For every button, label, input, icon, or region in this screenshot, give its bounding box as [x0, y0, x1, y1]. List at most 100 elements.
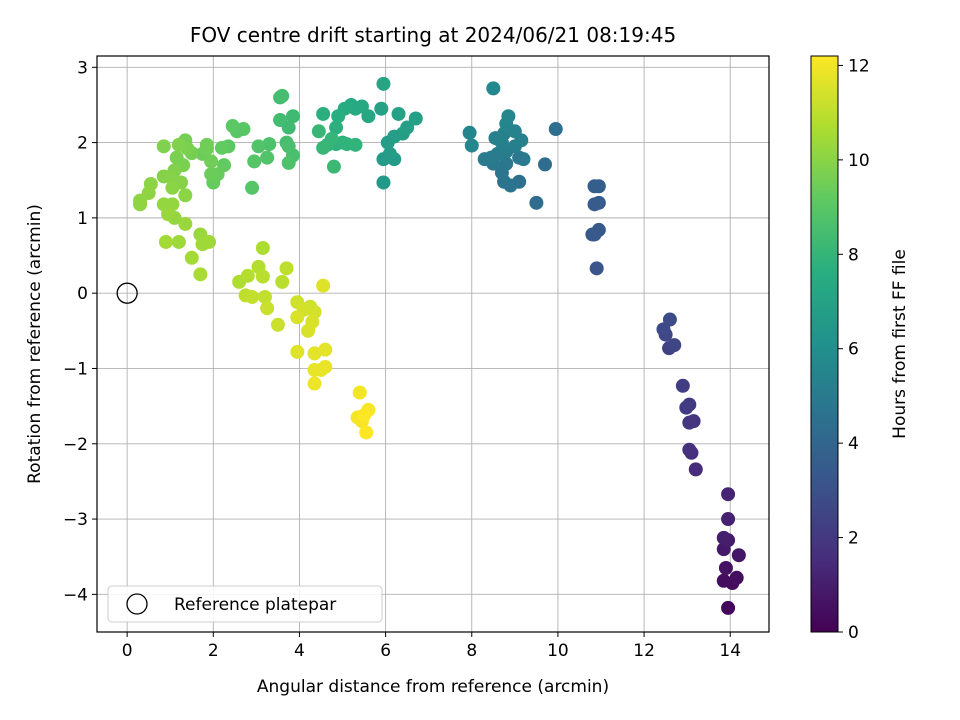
data-point [165, 180, 180, 195]
data-point [156, 169, 171, 184]
data-point [290, 344, 305, 359]
data-point [331, 109, 346, 124]
data-point [716, 573, 731, 588]
data-point [275, 88, 290, 103]
data-point [721, 512, 736, 527]
data-point [255, 269, 270, 284]
data-point [359, 425, 374, 440]
data-point [357, 408, 372, 423]
data-point [589, 261, 604, 276]
x-tick-label: 14 [719, 641, 741, 661]
data-point [318, 342, 333, 357]
data-point [662, 312, 677, 327]
data-point [245, 289, 260, 304]
data-points [133, 76, 746, 615]
plot-frame [96, 55, 770, 633]
data-point [204, 167, 219, 182]
data-point [260, 150, 275, 165]
grid-lines [97, 56, 769, 632]
data-point [721, 487, 736, 502]
y-tick-label: 3 [77, 58, 88, 78]
data-point [245, 180, 260, 195]
data-point [462, 125, 477, 140]
colorbar-tick-label: 6 [848, 340, 859, 360]
data-point [260, 301, 275, 316]
data-point [171, 137, 186, 152]
colorbar-tick-label: 12 [848, 56, 870, 76]
data-point [548, 122, 563, 137]
data-point [169, 150, 184, 165]
data-point [290, 310, 305, 325]
data-point [214, 140, 229, 155]
data-point [279, 261, 294, 276]
data-point [171, 234, 186, 249]
data-point [178, 188, 193, 203]
y-tick-label: −3 [63, 510, 88, 530]
data-point [529, 195, 544, 210]
data-point [255, 241, 270, 255]
data-point [348, 137, 363, 152]
colorbar [810, 55, 839, 633]
data-point [679, 400, 694, 415]
data-point [538, 157, 552, 172]
colorbar-tick-label: 4 [848, 434, 859, 454]
x-tick-label: 10 [547, 641, 569, 661]
data-point [329, 120, 344, 135]
data-point [301, 323, 316, 338]
data-point [721, 600, 736, 615]
data-point [374, 101, 389, 116]
data-point [486, 81, 501, 96]
data-point [316, 140, 331, 155]
colorbar-tick-label: 0 [848, 623, 859, 643]
x-tick-label: 12 [633, 641, 655, 661]
y-axis-label: Rotation from reference (arcmin) [25, 204, 45, 484]
data-point [251, 139, 266, 154]
data-point [352, 385, 367, 400]
colorbar-ticks: 0 2 4 6 8 10 12 [838, 56, 870, 643]
data-point [311, 124, 326, 139]
reference-marker-group [116, 282, 138, 304]
data-point [326, 159, 341, 174]
colorbar-tick-label: 10 [848, 151, 870, 171]
data-point [376, 76, 391, 91]
reference-marker [116, 282, 138, 304]
data-point [400, 120, 415, 135]
y-tick-label: 2 [77, 134, 88, 154]
data-point [316, 278, 331, 293]
data-point [270, 317, 285, 332]
data-point [275, 274, 290, 289]
data-point [376, 175, 391, 190]
data-point [682, 415, 697, 430]
x-tick-label: 6 [380, 641, 391, 661]
data-point [585, 227, 600, 242]
y-tick-label: −1 [63, 359, 88, 379]
data-point [178, 216, 193, 231]
legend-label: Reference platepar [174, 595, 336, 615]
data-point [408, 111, 423, 126]
x-axis-ticks: 0 2 4 6 8 10 12 14 [122, 632, 741, 661]
data-point [675, 378, 690, 393]
data-point [501, 109, 516, 124]
data-point [591, 179, 606, 194]
y-tick-label: 0 [77, 284, 88, 304]
data-point [240, 268, 255, 283]
data-point [202, 234, 216, 249]
x-tick-label: 2 [208, 641, 219, 661]
data-point [258, 289, 272, 304]
data-point [688, 462, 703, 477]
data-point [156, 139, 171, 154]
colorbar-tick-label: 8 [848, 245, 859, 265]
data-point [161, 207, 176, 222]
data-point [382, 146, 397, 161]
legend-box [107, 585, 383, 623]
data-point [499, 156, 514, 171]
y-tick-label: −2 [63, 435, 88, 455]
legend-marker [126, 593, 148, 615]
y-axis-ticks: −4 −3 −2 −1 0 1 2 3 [63, 58, 97, 605]
chart-title: FOV centre drift starting at 2024/06/21 … [190, 23, 676, 47]
data-point [281, 155, 296, 170]
y-tick-label: −4 [63, 585, 88, 605]
legend: Reference platepar [107, 585, 383, 623]
data-point [682, 442, 697, 457]
